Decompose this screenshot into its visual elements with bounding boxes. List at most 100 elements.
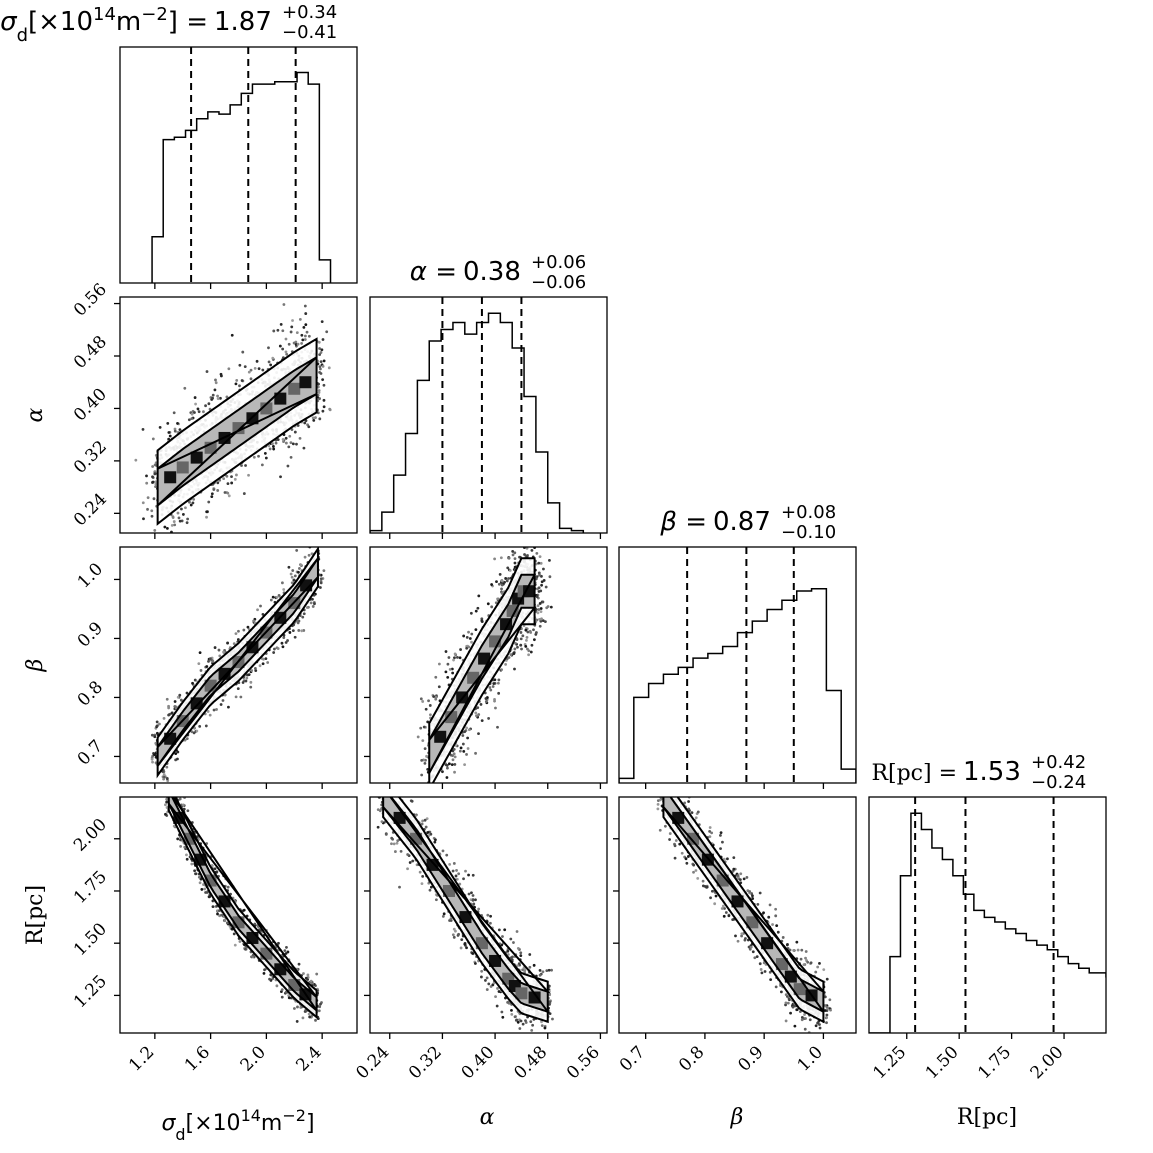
sample-point: [421, 739, 425, 743]
density-cell: [190, 697, 203, 710]
sample-point: [422, 808, 425, 811]
sample-point: [242, 908, 246, 912]
sample-point: [317, 340, 321, 344]
sample-point: [141, 501, 145, 505]
sample-point: [287, 342, 291, 346]
density-cell: [506, 604, 519, 617]
sample-point: [177, 794, 180, 797]
sample-point: [191, 681, 194, 685]
sample-point: [241, 681, 245, 684]
sample-point: [268, 447, 272, 451]
sample-point: [289, 572, 293, 576]
sample-point: [328, 408, 332, 412]
sample-point: [452, 752, 456, 756]
sample-point: [500, 587, 503, 591]
sample-point: [151, 475, 154, 479]
sample-point: [297, 570, 300, 574]
sample-point: [511, 550, 515, 553]
sample-point: [260, 463, 264, 467]
sample-point: [302, 612, 306, 616]
histogram-step: [151, 71, 332, 283]
sample-point: [544, 585, 548, 589]
sample-point: [303, 555, 307, 559]
sample-point: [240, 464, 243, 467]
sample-point: [280, 641, 284, 645]
sample-point: [226, 482, 230, 486]
sample-point: [434, 697, 438, 701]
sample-point: [271, 595, 275, 599]
sample-point: [428, 704, 432, 707]
sample-point: [448, 667, 452, 671]
sample-point: [470, 640, 473, 644]
sample-point: [461, 734, 465, 737]
sample-point: [303, 421, 307, 425]
sample-point: [467, 645, 471, 649]
y-tick-label: 0.48: [70, 332, 111, 373]
sample-point: [199, 877, 203, 881]
sample-point: [286, 464, 290, 468]
sample-point: [463, 730, 467, 734]
sample-point: [213, 646, 217, 649]
y-tick-label: 0.9: [74, 618, 107, 651]
sample-point: [150, 514, 154, 518]
sample-point: [280, 988, 284, 992]
sample-point: [507, 577, 510, 580]
sample-point: [184, 506, 187, 510]
sample-point: [465, 636, 469, 639]
sample-point: [183, 386, 187, 390]
contour-outer: [428, 557, 536, 783]
sample-point: [437, 662, 441, 666]
sample-point: [299, 563, 303, 567]
histogram-step: [869, 812, 1106, 1033]
sample-point: [198, 651, 202, 655]
density-cell: [190, 451, 203, 464]
sample-point: [305, 606, 309, 609]
sample-point: [429, 785, 432, 788]
sample-point: [525, 639, 528, 642]
sample-point: [453, 652, 457, 656]
sample-point: [170, 790, 173, 793]
sample-point: [291, 442, 295, 446]
sample-point: [439, 804, 442, 807]
sample-point: [222, 650, 225, 654]
histogram-panel: [618, 546, 857, 789]
sample-point: [474, 711, 478, 715]
sample-point: [173, 700, 177, 703]
sample-point: [240, 379, 244, 382]
density-panel: 1.2 1.6 2.0 2.41.251.501.752.00: [70, 790, 358, 1076]
sample-point: [516, 540, 519, 543]
sample-point: [300, 342, 304, 345]
sample-point: [220, 374, 223, 378]
sample-point: [423, 747, 427, 751]
sample-point: [453, 763, 457, 766]
sample-point: [520, 647, 523, 651]
sample-point: [193, 411, 196, 414]
sample-point: [474, 609, 478, 613]
sample-point: [519, 637, 523, 641]
sample-point: [284, 436, 288, 440]
sample-point: [262, 972, 266, 975]
sample-point: [216, 397, 220, 401]
sample-point: [162, 717, 166, 720]
sample-point: [274, 441, 278, 445]
sample-point: [227, 494, 231, 498]
sample-point: [298, 317, 302, 321]
sample-point: [174, 752, 178, 756]
sample-point: [267, 346, 270, 350]
sample-point: [538, 573, 541, 577]
sample-point: [212, 708, 216, 712]
sample-point: [538, 617, 541, 621]
sample-point: [247, 473, 250, 477]
sample-point: [446, 675, 450, 679]
sample-point: [523, 553, 526, 556]
sample-point: [288, 434, 292, 438]
sample-point: [276, 328, 280, 332]
sample-point: [459, 746, 463, 750]
density-cell: [176, 461, 189, 474]
sample-point: [279, 322, 283, 326]
sample-point: [299, 543, 302, 546]
sample-point: [318, 365, 322, 369]
sample-point: [233, 477, 237, 481]
sample-point: [513, 543, 516, 546]
sample-point: [249, 377, 253, 381]
